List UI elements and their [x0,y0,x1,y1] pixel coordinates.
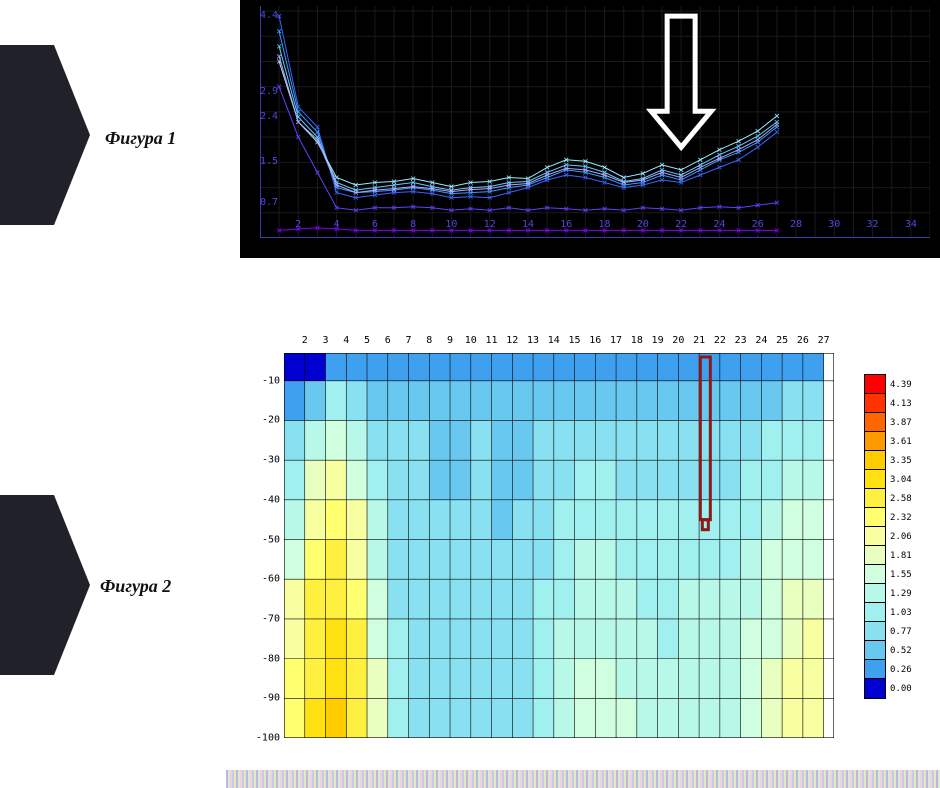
figure2-svg [284,353,834,738]
figure2-plot [284,353,834,738]
arrow-icon [260,6,930,238]
figure1-label: Фигура 1 [105,128,176,149]
figure1: 0.71.52.42.94.4 246810121416182022242628… [240,0,940,258]
chevron-1 [0,45,90,225]
figure2-label: Фигура 2 [100,576,171,597]
colorbar: 4.394.133.873.613.353.042.582.322.061.81… [864,375,924,698]
chevron-2 [0,495,90,675]
figure1-plot: 0.71.52.42.94.4 246810121416182022242628… [260,6,930,238]
noise-bar [226,770,940,788]
figure2: 2345678910111213141516171819202122232425… [244,335,940,750]
